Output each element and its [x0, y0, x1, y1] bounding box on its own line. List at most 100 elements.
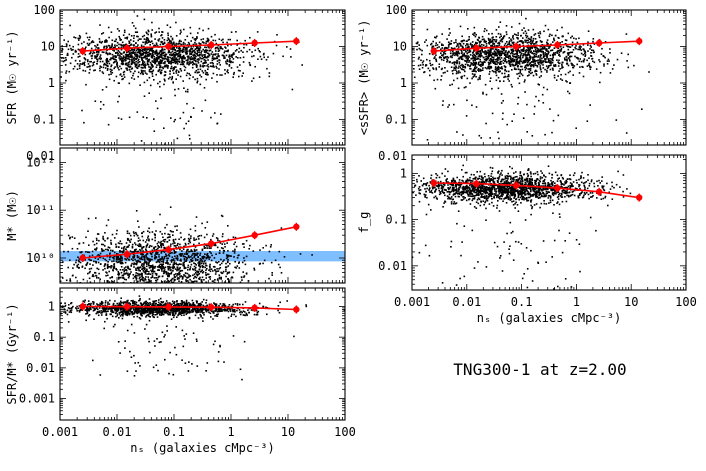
- scatter-point: [178, 293, 180, 295]
- scatter-point: [170, 261, 173, 263]
- scatter-point: [28, 305, 30, 307]
- scatter-point: [140, 71, 143, 74]
- scatter-point: [140, 296, 142, 298]
- scatter-point: [108, 62, 111, 65]
- scatter-point: [34, 311, 36, 313]
- scatter-point: [113, 308, 116, 310]
- scatter-point: [183, 55, 185, 58]
- scatter-point: [132, 44, 135, 46]
- scatter-point: [103, 47, 105, 49]
- scatter-point: [164, 343, 166, 345]
- scatter-point: [157, 69, 160, 72]
- scatter-point: [170, 52, 172, 54]
- scatter-point: [160, 72, 162, 75]
- scatter-point: [206, 304, 208, 307]
- scatter-point: [148, 76, 151, 79]
- scatter-point: [198, 262, 201, 265]
- scatter-point: [155, 261, 158, 263]
- scatter-point: [164, 64, 166, 67]
- scatter-point: [99, 67, 101, 70]
- scatter-point: [167, 263, 169, 265]
- scatter-point: [127, 239, 129, 241]
- scatter-point: [171, 77, 173, 79]
- scatter-point: [129, 58, 131, 61]
- scatter-point: [171, 50, 174, 53]
- scatter-point: [207, 256, 210, 258]
- scatter-point: [92, 62, 94, 64]
- scatter-point: [190, 259, 193, 261]
- scatter-point: [178, 312, 180, 314]
- scatter-point: [92, 264, 94, 266]
- scatter-point: [151, 255, 153, 258]
- scatter-point: [144, 271, 147, 273]
- scatter-point: [172, 72, 175, 74]
- scatter-point: [253, 55, 255, 57]
- scatter-point: [153, 59, 155, 62]
- scatter-point: [122, 46, 125, 48]
- scatter-point: [159, 62, 161, 65]
- scatter-point: [211, 55, 214, 58]
- scatter-point: [103, 265, 106, 267]
- scatter-point: [64, 311, 67, 313]
- scatter-point: [154, 38, 156, 40]
- scatter-point: [43, 306, 45, 308]
- scatter-point: [86, 307, 88, 310]
- scatter-point: [194, 307, 196, 309]
- scatter-point: [123, 245, 126, 248]
- scatter-point: [121, 306, 124, 309]
- scatter-point: [122, 269, 124, 271]
- trend-point: [208, 240, 215, 247]
- scatter-point: [162, 265, 164, 268]
- scatter-point: [148, 279, 150, 282]
- scatter-point: [259, 249, 261, 251]
- scatter-point: [172, 286, 174, 288]
- scatter-point: [217, 261, 220, 263]
- scatter-point: [91, 275, 94, 278]
- scatter-point: [189, 228, 192, 231]
- scatter-point: [112, 269, 114, 272]
- scatter-point: [158, 285, 160, 287]
- scatter-point: [174, 255, 176, 258]
- scatter-point: [158, 304, 161, 307]
- scatter-point: [146, 32, 148, 35]
- scatter-point: [244, 314, 246, 316]
- scatter-point: [104, 320, 106, 323]
- scatter-point: [153, 267, 156, 269]
- scatter-point: [155, 57, 158, 60]
- scatter-point: [135, 248, 137, 251]
- scatter-point: [175, 42, 177, 45]
- scatter-point: [266, 67, 268, 70]
- scatter-point: [222, 38, 224, 41]
- scatter-point: [128, 63, 130, 66]
- scatter-point: [195, 69, 198, 72]
- scatter-point: [148, 273, 150, 275]
- scatter-point: [222, 252, 225, 254]
- scatter-point: [174, 310, 176, 312]
- scatter-point: [128, 302, 131, 304]
- scatter-point: [115, 56, 117, 58]
- scatter-point: [152, 69, 155, 72]
- scatter-point: [84, 342, 86, 344]
- scatter-point: [139, 84, 141, 86]
- scatter-point: [218, 59, 221, 62]
- scatter-point: [116, 269, 118, 271]
- scatter-point: [135, 243, 137, 246]
- scatter-point: [125, 272, 127, 275]
- scatter-point: [141, 284, 143, 286]
- scatter-point: [56, 51, 58, 53]
- scatter-point: [74, 295, 76, 297]
- scatter-point: [207, 308, 209, 310]
- scatter-point: [125, 278, 127, 281]
- scatter-point: [205, 78, 207, 81]
- scatter-point: [80, 42, 83, 45]
- scatter-point: [109, 253, 111, 255]
- scatter-point: [143, 246, 145, 248]
- scatter-point: [173, 295, 175, 297]
- scatter-point: [277, 263, 280, 266]
- scatter-point: [23, 239, 25, 241]
- scatter-point: [127, 274, 129, 276]
- scatter-point: [143, 55, 146, 58]
- scatter-point: [293, 335, 295, 338]
- scatter-point: [183, 301, 185, 303]
- scatter-point: [180, 263, 182, 266]
